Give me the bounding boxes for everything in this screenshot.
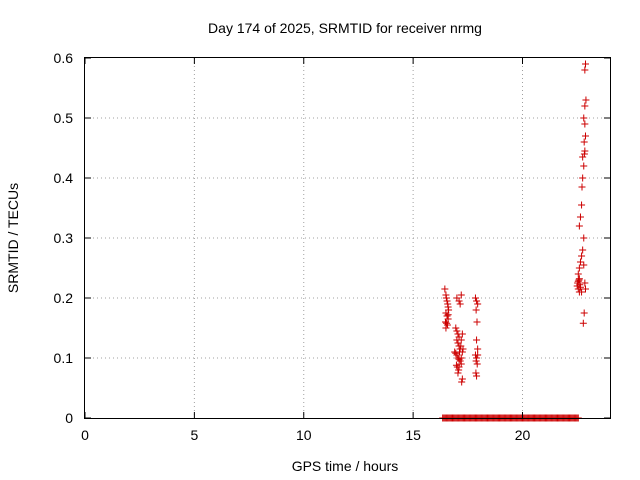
x-axis-ticks: 0 5 10 15 20	[81, 58, 530, 443]
data-point	[576, 283, 584, 291]
data-point	[576, 258, 584, 266]
data-point	[473, 336, 481, 344]
data-point	[473, 360, 481, 368]
data-point	[580, 114, 588, 122]
data-point	[578, 288, 586, 296]
y-tick-label: 0	[65, 410, 73, 426]
data-point	[580, 309, 588, 317]
x-tick-label: 15	[405, 427, 421, 443]
data-point	[458, 330, 466, 338]
data-point	[580, 138, 588, 146]
data-point	[578, 252, 586, 260]
data-point	[579, 319, 587, 327]
data-point	[474, 345, 482, 353]
data-point	[575, 275, 583, 283]
data-point	[474, 300, 482, 308]
data-point	[582, 96, 590, 104]
data-point	[472, 306, 480, 314]
data-point	[581, 102, 589, 110]
data-point	[458, 378, 466, 386]
data-point	[472, 357, 480, 365]
data-point	[472, 369, 480, 377]
data-point	[580, 162, 588, 170]
data-point	[459, 345, 467, 353]
data-point	[455, 297, 463, 305]
data-point	[458, 348, 466, 356]
data-point	[457, 291, 465, 299]
data-point	[454, 369, 462, 377]
x-tick-label: 10	[296, 427, 312, 443]
data-point	[575, 264, 583, 272]
y-axis-label: SRMTID / TECUs	[5, 183, 21, 293]
data-point	[580, 261, 588, 269]
data-point	[443, 319, 451, 327]
data-point	[578, 201, 586, 209]
data-point	[578, 183, 586, 191]
data-point	[441, 285, 449, 293]
data-point	[581, 120, 589, 128]
data-point	[442, 324, 450, 332]
data-point	[473, 318, 481, 326]
data-point	[471, 294, 479, 302]
data-point	[582, 285, 589, 293]
data-point	[456, 300, 464, 308]
data-point	[582, 132, 589, 140]
data-point	[473, 372, 481, 380]
data-point	[579, 174, 587, 182]
data-point	[576, 213, 584, 221]
x-axis-label: GPS time / hours	[292, 458, 399, 474]
data-point	[580, 150, 588, 158]
y-tick-label: 0.2	[54, 290, 74, 306]
data-point	[580, 234, 588, 242]
x-tick-label: 0	[81, 427, 89, 443]
data-points	[439, 60, 590, 422]
data-point	[456, 357, 464, 365]
y-tick-label: 0.4	[54, 170, 74, 186]
data-point	[443, 321, 451, 329]
y-tick-label: 0.5	[54, 110, 74, 126]
data-point	[454, 339, 462, 347]
data-point	[443, 312, 451, 320]
data-point	[452, 349, 460, 357]
data-point	[457, 336, 465, 344]
data-point	[473, 297, 481, 305]
data-point	[442, 294, 450, 302]
data-point	[581, 66, 589, 74]
y-axis-ticks: 0 0.1 0.2 0.3 0.4 0.5 0.6	[54, 50, 610, 426]
data-point	[444, 311, 452, 319]
plot-frame	[84, 57, 611, 419]
data-point	[579, 246, 587, 254]
chart-title: Day 174 of 2025, SRMTID for receiver nrm…	[208, 20, 482, 36]
data-point	[575, 222, 583, 230]
data-point	[579, 153, 587, 161]
x-tick-label: 20	[515, 427, 531, 443]
x-tick-label: 5	[190, 427, 198, 443]
y-tick-label: 0.6	[54, 50, 74, 66]
y-tick-label: 0.1	[54, 350, 74, 366]
data-point	[458, 375, 466, 383]
data-point	[581, 279, 589, 287]
data-point	[453, 327, 461, 335]
data-point	[457, 354, 465, 362]
y-tick-label: 0.3	[54, 230, 74, 246]
data-point	[455, 363, 463, 371]
data-point	[474, 351, 482, 359]
data-point	[452, 324, 460, 332]
data-point	[574, 270, 582, 278]
data-point	[582, 60, 589, 68]
grid-lines	[85, 58, 610, 418]
data-point	[443, 297, 451, 305]
